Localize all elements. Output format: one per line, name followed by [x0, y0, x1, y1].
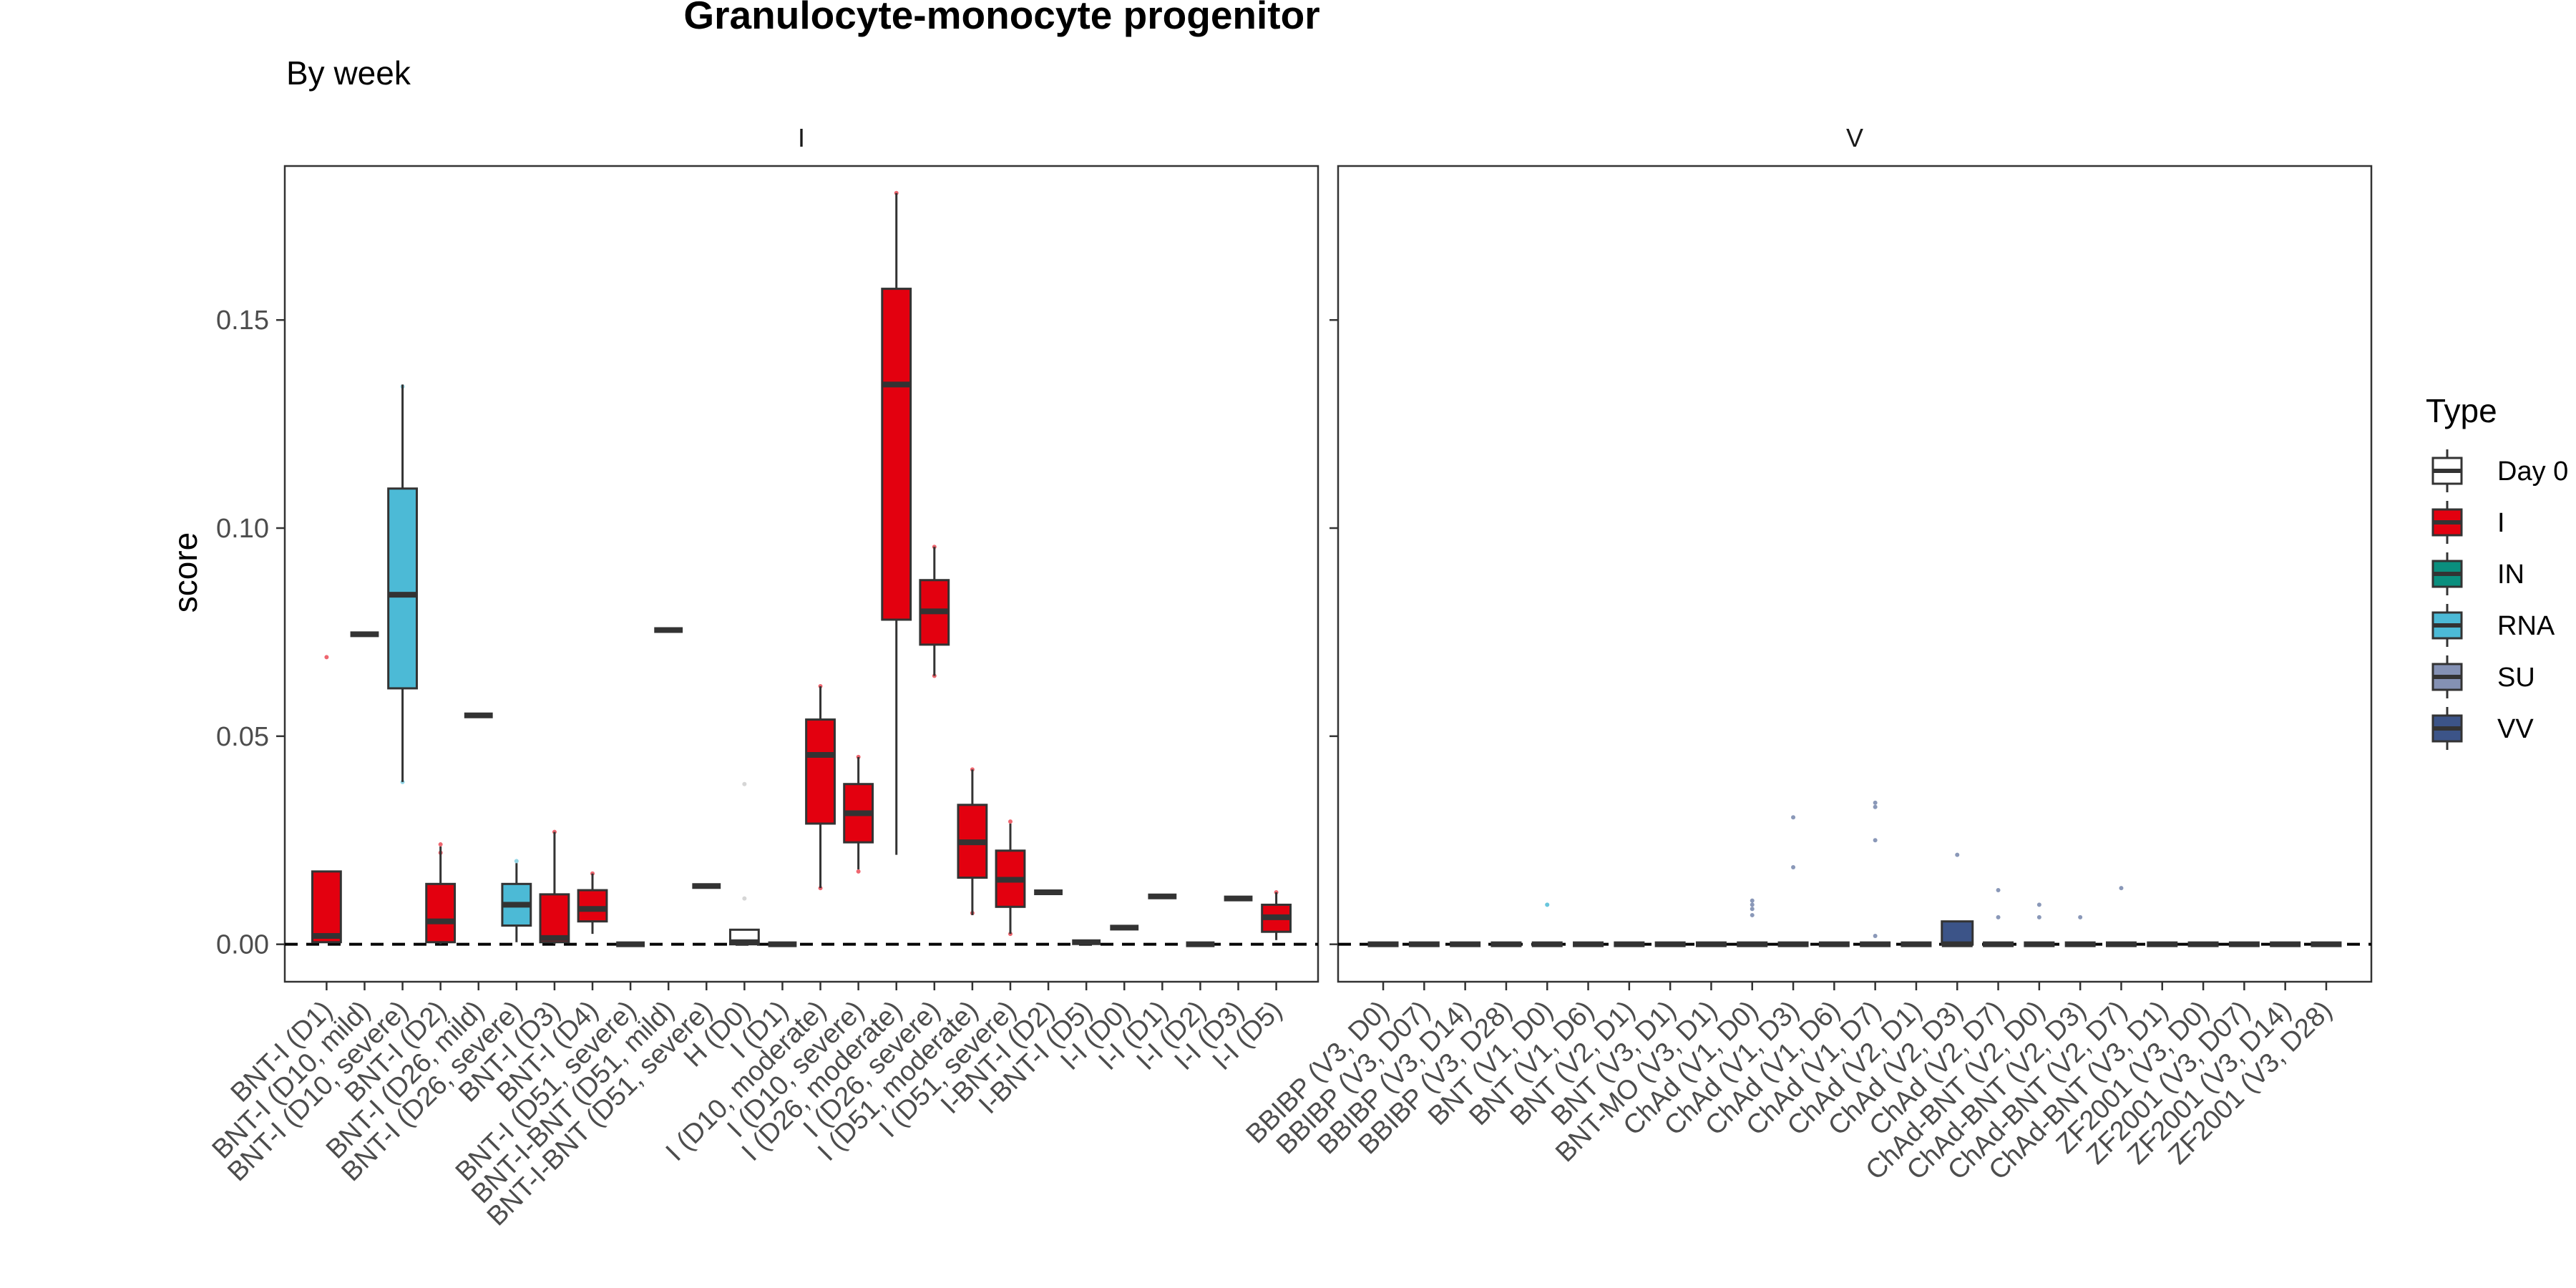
panel-frame [1337, 165, 2373, 983]
data-point [2036, 902, 2041, 907]
legend: Type Day 0 I IN RNA SU VV [2426, 392, 2568, 750]
legend-item: VV [2431, 707, 2534, 750]
y-tick-label: 0.10 [216, 514, 269, 544]
legend-label: I [2497, 508, 2505, 538]
data-point [1750, 902, 1755, 907]
legend-item: I [2431, 501, 2505, 544]
data-point [324, 655, 329, 660]
legend-label: Day 0 [2497, 457, 2568, 487]
data-point [1750, 907, 1755, 912]
y-tick-label: 0.00 [216, 930, 269, 960]
data-point [2078, 914, 2083, 919]
box [311, 870, 342, 944]
box [881, 288, 912, 621]
legend-label: SU [2497, 663, 2535, 693]
data-point [856, 869, 861, 874]
box [425, 882, 457, 944]
data-point [1996, 888, 2001, 893]
data-point [742, 896, 747, 901]
y-tick-label: 0.05 [216, 722, 269, 752]
legend-item: SU [2431, 655, 2535, 698]
chart-title: Granulocyte-monocyte progenitor [683, 0, 1319, 37]
data-point [1873, 800, 1878, 805]
data-point [1996, 914, 2001, 919]
box [805, 718, 836, 825]
data-point [742, 781, 747, 786]
data-point [2119, 886, 2124, 891]
panel-frame [283, 165, 1319, 983]
legend-item: Day 0 [2431, 449, 2568, 492]
data-point [1873, 804, 1878, 809]
data-point [1791, 865, 1796, 870]
box [1941, 920, 1974, 946]
box [539, 893, 570, 944]
data-point [438, 842, 443, 847]
strip-label: V [1846, 123, 1863, 152]
y-axis-label: score [167, 532, 204, 613]
data-point [1750, 898, 1755, 903]
data-point [514, 859, 519, 864]
box [577, 889, 608, 923]
data-point [1750, 912, 1755, 917]
legend-item: RNA [2431, 604, 2555, 647]
data-point [1791, 815, 1796, 820]
strip-label: I [798, 123, 805, 152]
legend-title: Type [2426, 392, 2497, 429]
legend-label: RNA [2497, 611, 2555, 641]
legend-label: IN [2497, 560, 2524, 590]
data-point [1873, 934, 1878, 939]
data-point [1955, 852, 1960, 857]
legend-label: VV [2497, 714, 2534, 744]
data-point [1545, 902, 1550, 907]
data-point [1008, 819, 1013, 824]
y-tick-label: 0.15 [216, 306, 269, 336]
data-point [2036, 914, 2041, 919]
data-point [1873, 838, 1878, 843]
box [387, 487, 418, 690]
legend-item: IN [2431, 552, 2524, 595]
chart-subtitle: By week [286, 54, 411, 92]
